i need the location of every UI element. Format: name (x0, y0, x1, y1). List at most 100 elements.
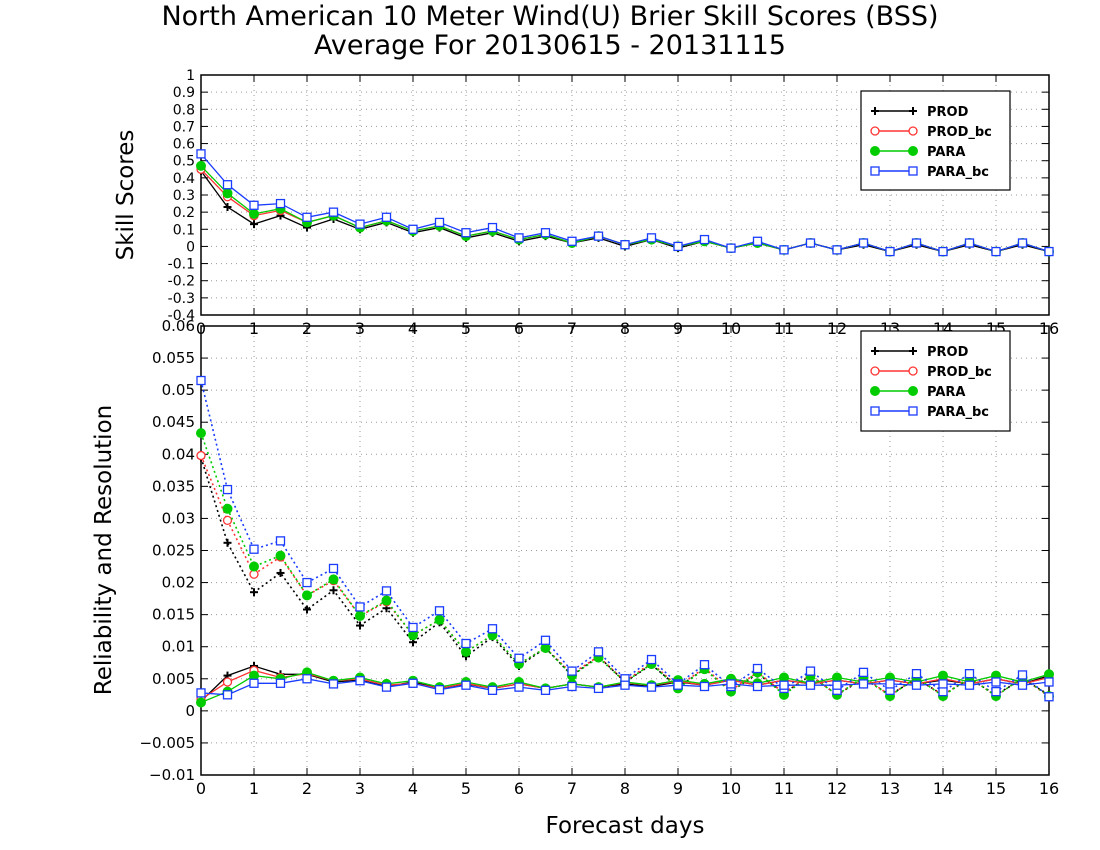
bottom-ytick-label: 0.055 (152, 349, 195, 367)
bottom-panel: 0.060.0550.050.0450.040.0350.030.0250.02… (139, 317, 1059, 798)
square-marker (991, 677, 1001, 687)
square-marker (1044, 692, 1054, 702)
bottom-xtick-label: 3 (355, 779, 365, 798)
square-marker (805, 666, 816, 676)
square-marker (249, 200, 259, 210)
square-marker (434, 217, 445, 228)
square-marker (355, 602, 365, 612)
square-marker (832, 245, 842, 255)
bottom-ytick-label: 0.015 (152, 606, 195, 624)
xlabel: Forecast days (546, 813, 705, 839)
dot-marker (249, 208, 259, 219)
top-ytick-label: -0.3 (168, 291, 195, 307)
square-marker (938, 679, 948, 689)
plus-marker (223, 203, 232, 211)
plus-marker (909, 107, 917, 115)
top-ytick-label: 1 (186, 68, 195, 84)
top-ylabel: Skill Scores (113, 130, 139, 261)
chart-panels: 10.90.80.70.60.50.40.30.20.10-0.1-0.2-0.… (139, 68, 1059, 798)
square-marker (328, 679, 339, 689)
top-ytick-label: 0.8 (173, 102, 195, 118)
square-marker (911, 669, 922, 679)
dot-marker (196, 428, 206, 439)
square-marker (381, 586, 392, 596)
plus-marker (250, 588, 258, 597)
bottom-legend-item: PROD_bc (870, 365, 992, 380)
top-ytick-label: 0.3 (173, 188, 195, 204)
plus-marker (250, 220, 258, 229)
bottom-xtick-label: 16 (1039, 779, 1059, 798)
bottom-ytick-label: −0.005 (139, 734, 195, 752)
square-marker (540, 228, 551, 238)
square-marker (858, 238, 869, 248)
circle-marker (908, 126, 918, 136)
legend-label: PROD (927, 345, 969, 360)
square-marker (567, 666, 577, 676)
square-marker (646, 654, 657, 665)
bottom-xtick-label: 10 (721, 779, 741, 798)
square-marker (752, 663, 763, 674)
top-ytick-label: 0.7 (173, 119, 195, 135)
top-ytick-label: 0.1 (173, 222, 195, 238)
dot-marker (222, 188, 233, 199)
square-marker (779, 680, 789, 690)
bottom-xtick-label: 2 (302, 779, 312, 798)
legend-label: PARA_bc (927, 165, 989, 180)
square-marker (514, 682, 524, 692)
bottom-xtick-label: 12 (827, 779, 847, 798)
square-marker (487, 222, 498, 233)
square-marker (752, 236, 763, 246)
square-marker (991, 686, 1001, 697)
bottom-ytick-label: 0.035 (152, 477, 195, 495)
top-ytick-label: -0.2 (168, 274, 195, 290)
square-marker (938, 246, 948, 257)
square-marker (646, 682, 657, 692)
top-ytick-label: -0.4 (168, 308, 195, 324)
square-marker (593, 231, 604, 241)
square-marker (805, 238, 816, 248)
top-series-group (196, 149, 1054, 257)
top-ytick-label: 0.4 (173, 171, 195, 187)
chart-title-block: North American 10 Meter Wind(U) Brier Sk… (0, 2, 1100, 60)
dot-marker (196, 160, 206, 171)
legend-label: PROD_bc (927, 125, 992, 140)
square-marker (805, 680, 816, 690)
dot-marker (328, 574, 339, 585)
chart-subtitle: Average For 20130615 - 20131115 (314, 30, 786, 61)
square-marker (408, 622, 418, 633)
bottom-xtick-label: 15 (986, 779, 1006, 798)
circle-marker (908, 366, 918, 376)
dot-marker (908, 146, 918, 156)
dot-marker (196, 697, 206, 708)
bottom-ytick-label: 0.01 (162, 638, 195, 656)
square-marker (461, 680, 471, 690)
plus-marker (356, 621, 364, 630)
square-marker (540, 635, 551, 645)
square-marker (699, 681, 710, 692)
bottom-xtick-label: 9 (673, 779, 683, 798)
square-marker (673, 680, 683, 690)
square-marker (514, 653, 524, 663)
square-marker (964, 669, 975, 679)
square-marker (870, 166, 880, 176)
top-ytick-label: 0.2 (173, 205, 195, 221)
square-marker (355, 219, 365, 229)
square-marker (222, 180, 233, 190)
bottom-ytick-label: 0 (185, 702, 195, 720)
plus-marker (871, 347, 879, 355)
circle-marker (222, 677, 233, 687)
legend-label: PROD_bc (927, 365, 992, 380)
series-line (200, 380, 1050, 698)
dot-marker (355, 610, 365, 621)
bottom-legend-item: PROD (871, 345, 969, 360)
square-marker (964, 238, 975, 248)
dot-marker (870, 146, 880, 156)
circle-marker (870, 366, 880, 376)
top-legend-item: PARA (870, 145, 965, 160)
bottom-xtick-label: 6 (514, 779, 524, 798)
top-legend-item: PROD_bc (870, 125, 992, 140)
bottom-xtick-label: 14 (933, 779, 953, 798)
square-marker (991, 246, 1001, 257)
dot-marker (249, 561, 259, 572)
plus-marker (223, 538, 232, 547)
